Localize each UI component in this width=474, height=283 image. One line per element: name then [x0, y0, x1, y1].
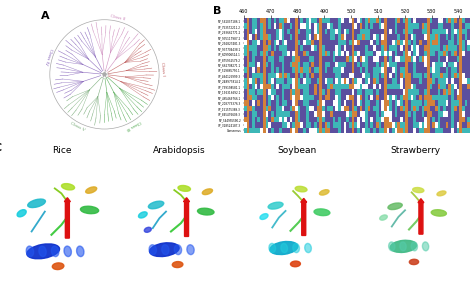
- Ellipse shape: [17, 210, 26, 217]
- Ellipse shape: [319, 190, 329, 195]
- Ellipse shape: [178, 185, 191, 191]
- FancyArrow shape: [301, 198, 307, 235]
- Ellipse shape: [64, 246, 72, 257]
- Ellipse shape: [437, 191, 446, 196]
- Ellipse shape: [202, 189, 212, 195]
- Ellipse shape: [148, 201, 164, 209]
- Ellipse shape: [198, 208, 214, 215]
- Ellipse shape: [295, 186, 307, 192]
- Ellipse shape: [77, 246, 84, 257]
- Ellipse shape: [268, 202, 283, 209]
- Text: B: B: [213, 6, 221, 16]
- Ellipse shape: [431, 210, 447, 216]
- Ellipse shape: [410, 259, 419, 265]
- Title: Arabidopsis: Arabidopsis: [153, 146, 206, 155]
- Ellipse shape: [27, 244, 60, 259]
- Ellipse shape: [138, 212, 147, 218]
- Ellipse shape: [270, 241, 298, 254]
- Title: Strawberry: Strawberry: [390, 146, 440, 155]
- Ellipse shape: [305, 243, 311, 253]
- Text: Class V: Class V: [70, 121, 86, 132]
- Ellipse shape: [422, 242, 428, 251]
- Ellipse shape: [187, 245, 194, 255]
- Ellipse shape: [314, 209, 330, 216]
- Ellipse shape: [26, 246, 34, 257]
- Ellipse shape: [400, 242, 406, 251]
- Text: C: C: [0, 143, 2, 153]
- Ellipse shape: [144, 227, 151, 232]
- FancyArrow shape: [64, 198, 70, 238]
- Text: Class III: Class III: [126, 119, 142, 131]
- Ellipse shape: [281, 243, 288, 253]
- Ellipse shape: [27, 199, 46, 207]
- Text: Class II: Class II: [110, 14, 126, 21]
- Title: Rice: Rice: [52, 146, 71, 155]
- Ellipse shape: [173, 261, 183, 267]
- Ellipse shape: [380, 215, 387, 220]
- Ellipse shape: [388, 203, 402, 210]
- Ellipse shape: [293, 243, 300, 253]
- Ellipse shape: [81, 206, 99, 214]
- FancyArrow shape: [183, 198, 190, 236]
- Title: Soybean: Soybean: [277, 146, 317, 155]
- Ellipse shape: [150, 243, 179, 257]
- Text: A: A: [41, 11, 50, 21]
- Text: Class IV: Class IV: [44, 48, 53, 65]
- Text: Class I: Class I: [160, 62, 165, 76]
- Ellipse shape: [86, 187, 97, 193]
- Ellipse shape: [269, 243, 275, 253]
- Ellipse shape: [62, 184, 74, 190]
- Ellipse shape: [51, 246, 59, 257]
- FancyArrow shape: [418, 199, 424, 234]
- Ellipse shape: [52, 263, 64, 270]
- Ellipse shape: [389, 242, 395, 251]
- Ellipse shape: [291, 261, 301, 267]
- Ellipse shape: [162, 245, 169, 255]
- Ellipse shape: [39, 246, 46, 257]
- Circle shape: [103, 73, 106, 76]
- Ellipse shape: [174, 245, 182, 255]
- Ellipse shape: [413, 188, 424, 193]
- Ellipse shape: [260, 214, 268, 219]
- Ellipse shape: [149, 245, 156, 255]
- Ellipse shape: [390, 240, 417, 252]
- Ellipse shape: [411, 242, 418, 251]
